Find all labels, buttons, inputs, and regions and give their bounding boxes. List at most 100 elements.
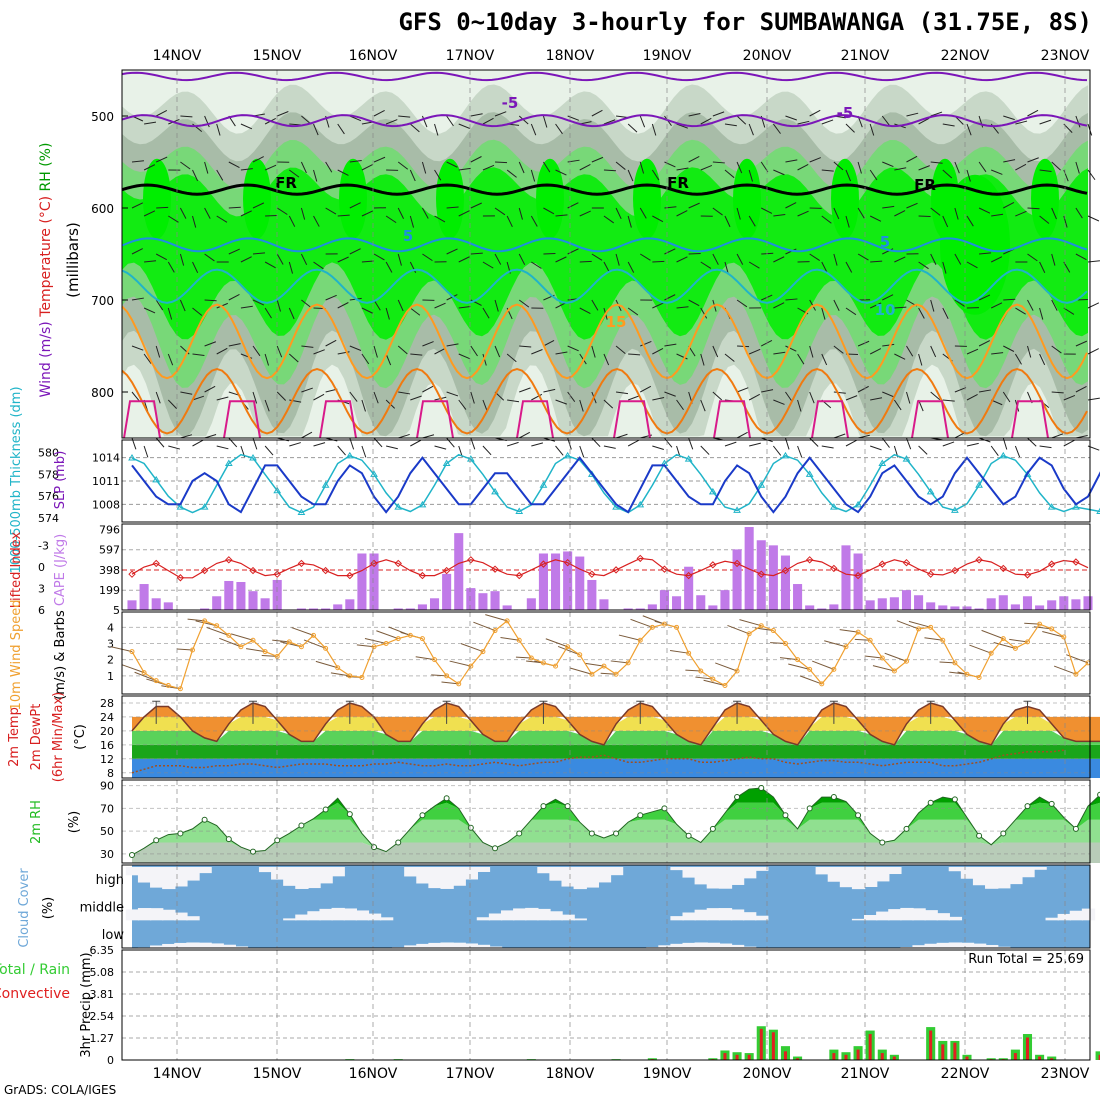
contour-25c xyxy=(713,400,751,439)
rh2m-tick-label: 30 xyxy=(100,848,114,861)
contour-label: FR xyxy=(275,174,297,192)
wind10-point xyxy=(770,628,776,634)
wind10-point xyxy=(468,663,474,669)
wind-barb xyxy=(930,391,941,401)
cloud-mid-clear xyxy=(549,911,563,921)
wind-tick-label: 3 xyxy=(107,637,114,650)
lifted-point xyxy=(200,566,209,575)
rh2m-point xyxy=(225,836,232,843)
wind-barb xyxy=(894,256,906,263)
cloud-low-clear xyxy=(186,942,200,948)
wind-barb xyxy=(615,391,629,395)
cape-bar xyxy=(805,605,815,610)
wind-barb xyxy=(1002,391,1011,403)
cloud-low-clear xyxy=(476,944,491,948)
lifted-ylabel: Lifted Index xyxy=(9,531,24,608)
wind-barb xyxy=(482,307,490,319)
wind-barb xyxy=(736,115,747,125)
wind-barb xyxy=(167,399,177,409)
rh-blob-bright xyxy=(733,158,761,239)
wind-barb xyxy=(639,161,645,174)
wind-barb xyxy=(192,215,197,228)
thickness-point xyxy=(1096,507,1100,514)
cloud-mid-clear xyxy=(755,915,769,921)
wind-barb xyxy=(421,161,427,174)
wind-barb xyxy=(1075,115,1081,128)
wind-barb xyxy=(700,353,705,366)
wind10-barb xyxy=(779,657,798,661)
wind10-barb xyxy=(356,644,375,648)
wind-barb xyxy=(361,445,367,458)
pressure-tick-label: 700 xyxy=(91,294,114,308)
wind-barb xyxy=(240,168,253,171)
wind-barb xyxy=(651,169,660,181)
cape-bar xyxy=(212,596,222,610)
wind-barb xyxy=(700,307,708,319)
wind-barb xyxy=(966,169,971,182)
wind-barb xyxy=(579,445,585,458)
wind-barb xyxy=(446,161,458,168)
cape-bar xyxy=(466,588,476,610)
lifted-point xyxy=(176,574,185,582)
wind-barb xyxy=(1075,207,1083,219)
wind-barb xyxy=(1051,391,1064,394)
cape-bar xyxy=(260,598,270,610)
lifted-point xyxy=(878,560,886,568)
wind-barb xyxy=(167,307,173,320)
precip-conv-bar xyxy=(723,1053,727,1060)
wind-barb xyxy=(518,299,530,308)
cloud-mid-clear xyxy=(1081,908,1096,921)
cloud-low-clear xyxy=(150,945,164,948)
temp-band xyxy=(132,744,1100,759)
wind10-point xyxy=(395,636,401,642)
cape-bar xyxy=(308,608,319,610)
wind-barb xyxy=(966,442,979,447)
wind10-point xyxy=(916,626,922,632)
wind-barb xyxy=(143,210,156,217)
cloud-tick-label: low xyxy=(102,928,125,943)
wind-barb xyxy=(906,345,914,357)
thickness-point xyxy=(563,451,572,459)
wind-barb xyxy=(567,391,576,402)
thickness-point xyxy=(297,508,306,516)
cape-bar xyxy=(998,595,1008,610)
wind-barb xyxy=(1075,253,1087,261)
cape-bar xyxy=(1083,596,1093,610)
lifted-point xyxy=(830,564,838,573)
wind-barb xyxy=(724,261,729,274)
wind-barb xyxy=(724,353,735,362)
wind-barb xyxy=(361,353,370,365)
wind10-barb xyxy=(364,638,387,644)
cloud-high-clear xyxy=(537,867,551,874)
wind-barb xyxy=(736,431,748,439)
wind-barb xyxy=(603,261,610,273)
wind-barb xyxy=(966,215,974,227)
rh2m-point xyxy=(903,825,910,832)
wind-barb xyxy=(555,256,567,263)
wind-barb xyxy=(785,298,798,301)
wind-barb xyxy=(373,156,386,163)
wind-barb xyxy=(1051,299,1058,311)
wind10-point xyxy=(698,668,704,674)
wind-barb xyxy=(313,215,320,227)
wind-barb xyxy=(518,207,523,220)
wind-barb xyxy=(942,261,947,274)
rh2m-point xyxy=(516,830,523,837)
rh2m-point xyxy=(564,803,571,810)
wind10-point xyxy=(819,681,825,687)
bottom-date-label: 18NOV xyxy=(546,1066,595,1082)
temp-panel xyxy=(121,695,1091,779)
thickness-point xyxy=(418,500,427,508)
wind10-point xyxy=(613,671,619,677)
cloud-mid-clear xyxy=(730,909,745,921)
wind-barb xyxy=(882,294,894,301)
top-date-label: 17NOV xyxy=(446,48,495,64)
wind-barb xyxy=(591,156,604,163)
lifted-point xyxy=(539,560,548,568)
rh2m-point xyxy=(395,839,402,846)
wind-barb xyxy=(216,123,221,136)
wind10-point xyxy=(298,644,304,650)
wind-barb xyxy=(615,433,628,439)
pressure-tick-label: 800 xyxy=(91,386,114,400)
cloud-high-clear xyxy=(428,867,442,889)
